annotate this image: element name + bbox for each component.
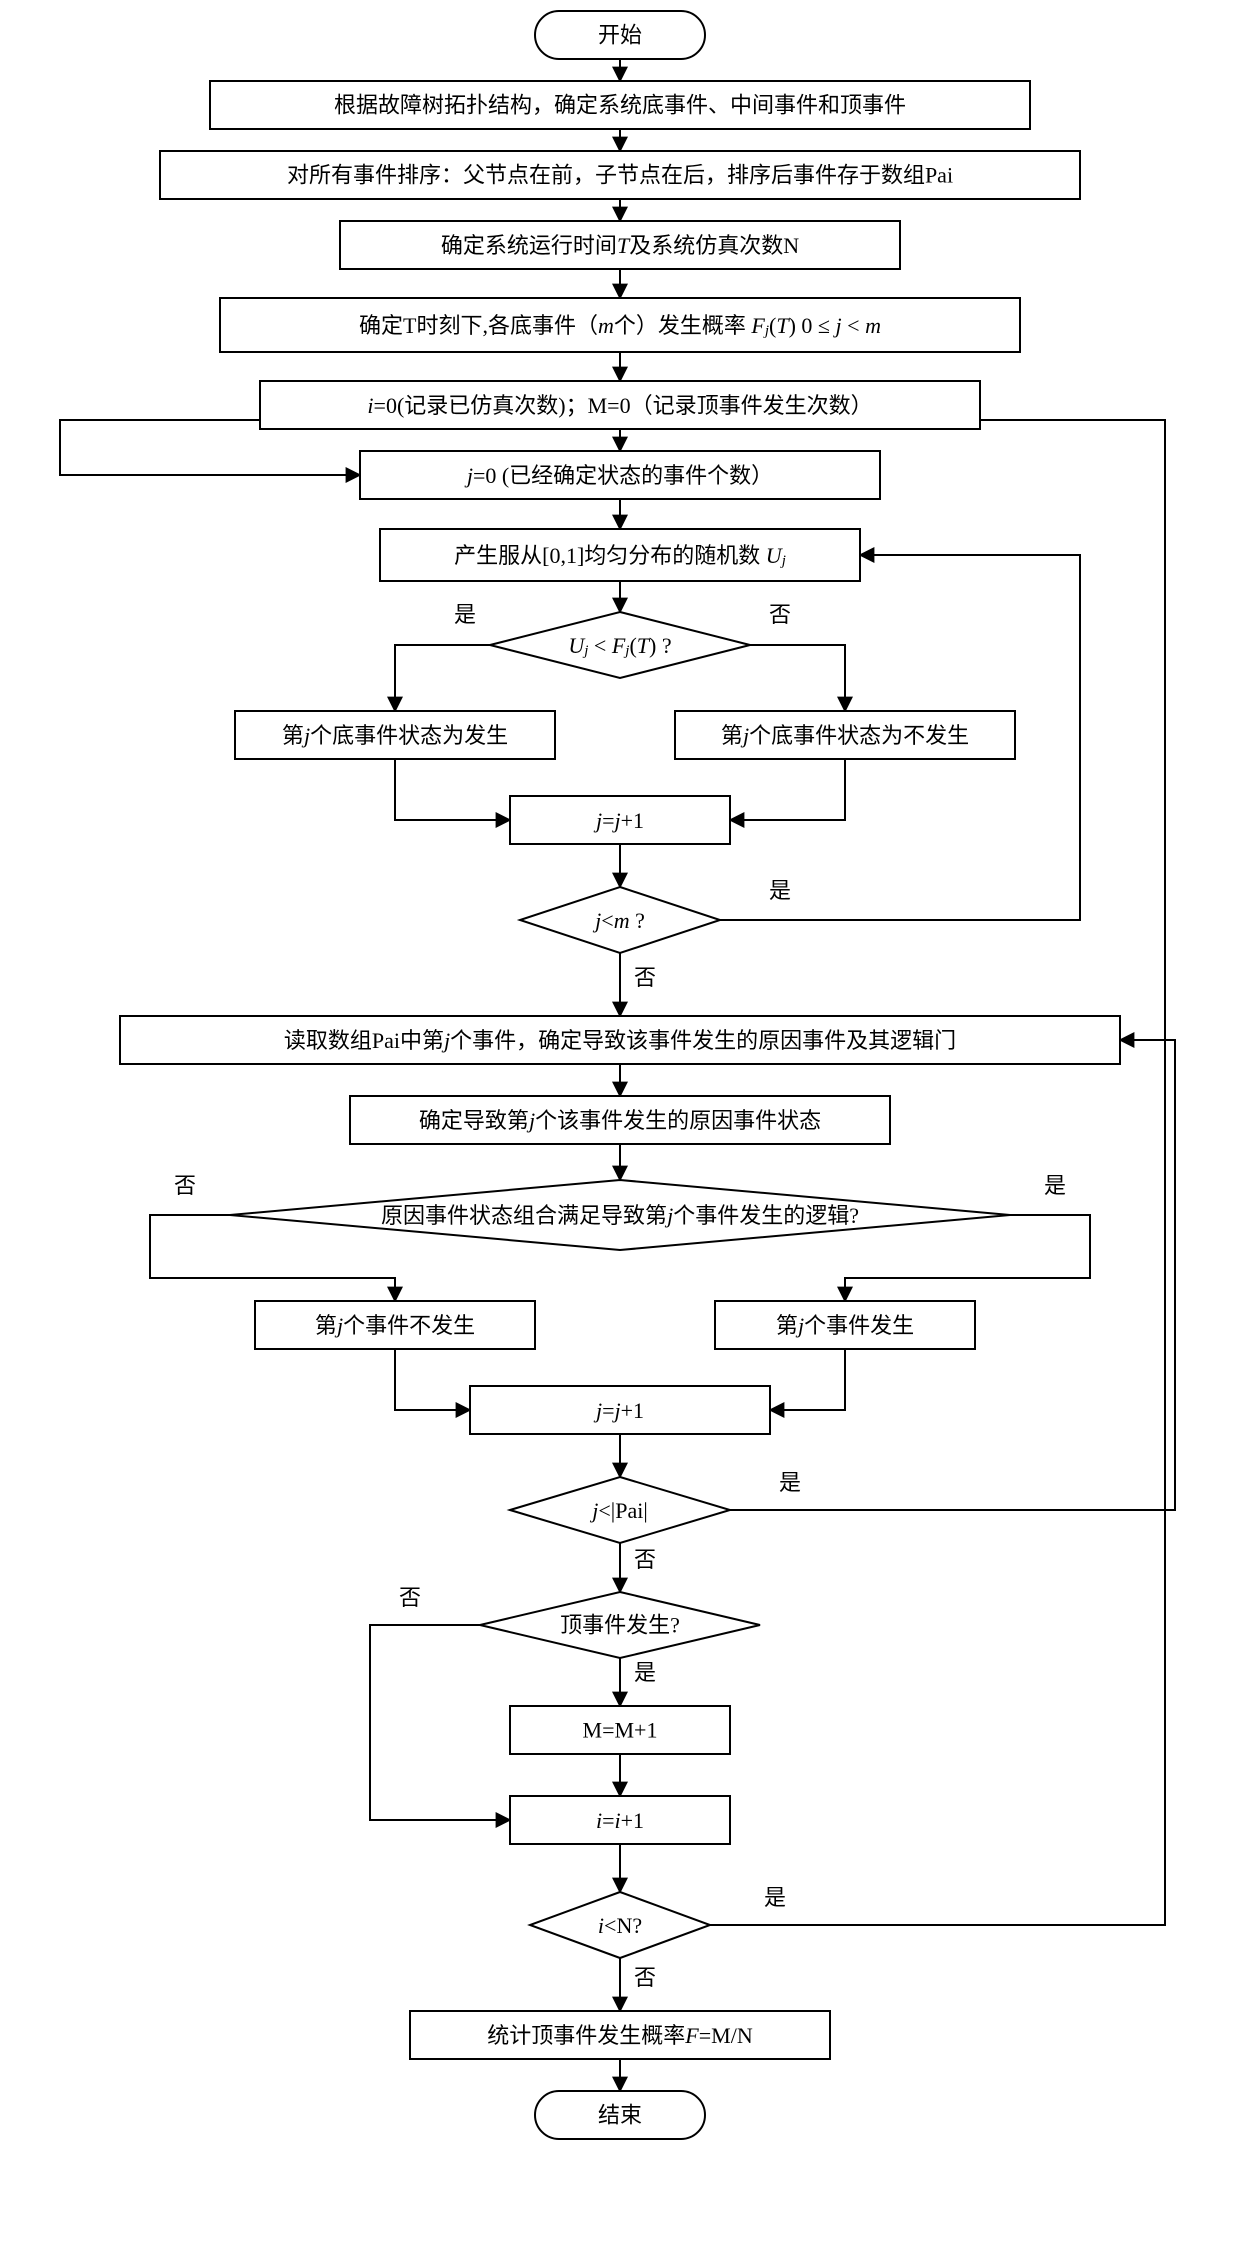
node-text-d1: Uj < Fj(T) ? bbox=[568, 633, 671, 660]
edge-label: 否 bbox=[174, 1173, 196, 1198]
node-text-start: 开始 bbox=[598, 23, 642, 48]
edge-label: 否 bbox=[634, 1547, 656, 1572]
node-text-d5: 顶事件发生? bbox=[560, 1613, 680, 1638]
edge-label: 是 bbox=[779, 1470, 801, 1495]
node-text-d6: i<N? bbox=[598, 1913, 642, 1938]
node-text-n3: 确定系统运行时间T及系统仿真次数N bbox=[441, 233, 799, 258]
node-text-n11: 确定导致第j个该事件发生的原因事件状态 bbox=[419, 1108, 821, 1133]
node-text-n13: j=j+1 bbox=[593, 1398, 644, 1423]
node-text-n15: i=i+1 bbox=[596, 1808, 644, 1833]
edge-label: 是 bbox=[454, 602, 476, 627]
edge-label: 否 bbox=[399, 1585, 421, 1610]
flowchart-svg: 是否是否否是是否是否是否开始根据故障树拓扑结构，确定系统底事件、中间事件和顶事件… bbox=[0, 0, 1240, 2253]
node-text-n14: M=M+1 bbox=[583, 1718, 658, 1743]
edge-label: 是 bbox=[634, 1660, 656, 1685]
node-text-d3: 原因事件状态组合满足导致第j个事件发生的逻辑? bbox=[381, 1203, 859, 1228]
node-text-n7: 产生服从[0,1]均匀分布的随机数 Uj bbox=[454, 543, 786, 570]
node-text-n9: j=j+1 bbox=[593, 808, 644, 833]
node-text-d4: j<|Pai| bbox=[589, 1498, 647, 1523]
node-text-d2: j<m ? bbox=[592, 908, 645, 933]
edge-label: 是 bbox=[769, 878, 791, 903]
edge-label: 否 bbox=[769, 602, 791, 627]
node-text-n12a: 第j个事件不发生 bbox=[315, 1313, 475, 1338]
node-text-end: 结束 bbox=[598, 2103, 642, 2128]
node-text-n16: 统计顶事件发生概率F=M/N bbox=[487, 2023, 753, 2048]
node-text-n2: 对所有事件排序：父节点在前，子节点在后，排序后事件存于数组Pai bbox=[287, 163, 953, 188]
node-text-n4: 确定T时刻下,各底事件（m个）发生概率 Fj(T) 0 ≤ j < m bbox=[359, 313, 881, 340]
node-text-n8b: 第j个底事件状态为不发生 bbox=[721, 723, 969, 748]
edge-label: 否 bbox=[634, 965, 656, 990]
edge-label: 否 bbox=[634, 1965, 656, 1990]
node-text-n1: 根据故障树拓扑结构，确定系统底事件、中间事件和顶事件 bbox=[334, 93, 906, 118]
edge-label: 是 bbox=[1044, 1173, 1066, 1198]
node-text-n8a: 第j个底事件状态为发生 bbox=[282, 723, 508, 748]
node-text-n10: 读取数组Pai中第j个事件，确定导致该事件发生的原因事件及其逻辑门 bbox=[284, 1028, 956, 1053]
edge-label: 是 bbox=[764, 1885, 786, 1910]
node-text-n6: j=0 (已经确定状态的事件个数） bbox=[464, 463, 773, 488]
node-text-n5: i=0(记录已仿真次数)；M=0（记录顶事件发生次数） bbox=[367, 393, 872, 418]
node-text-n12b: 第j个事件发生 bbox=[776, 1313, 914, 1338]
